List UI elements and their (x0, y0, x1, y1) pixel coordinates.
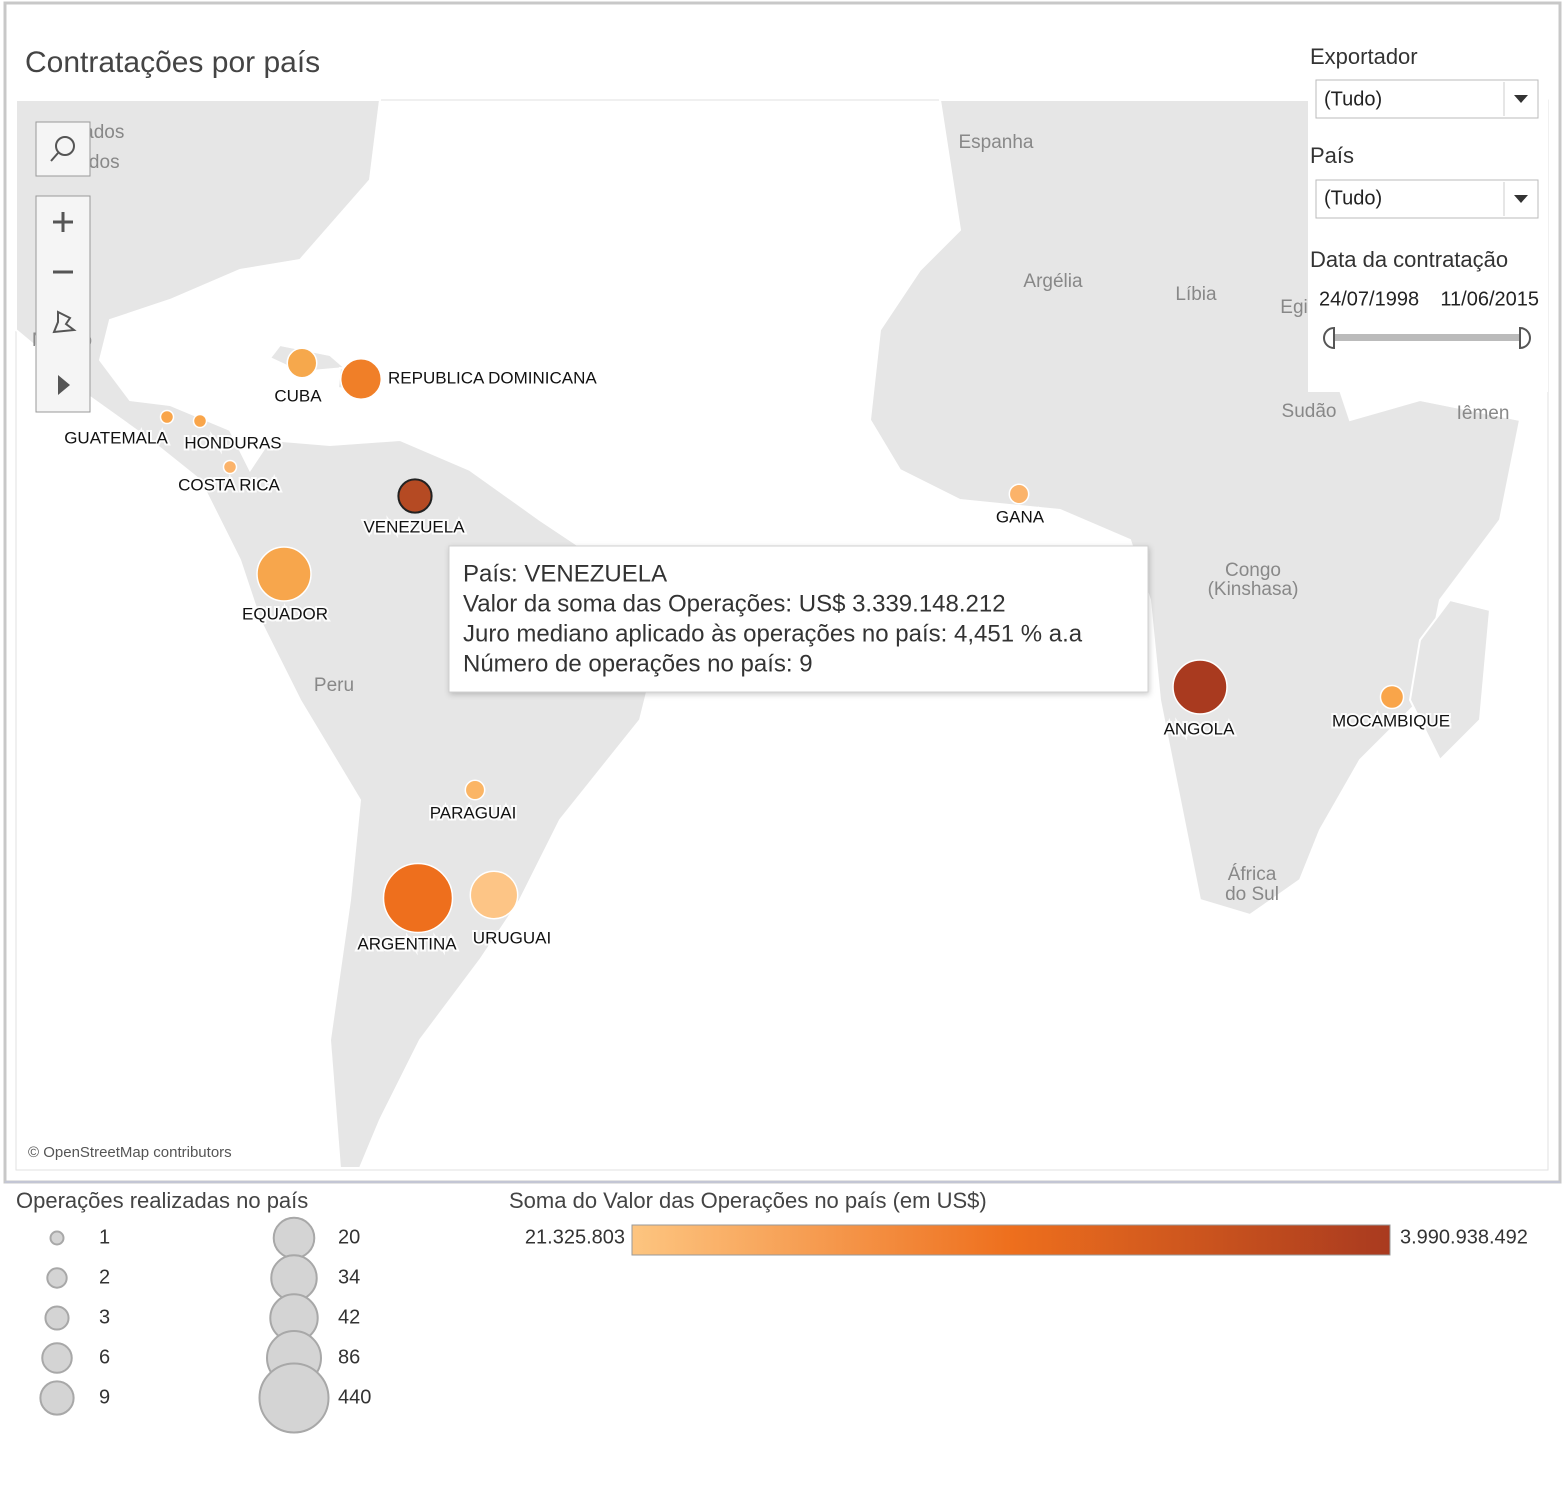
tooltip-line: Juro mediano aplicado às operações no pa… (463, 620, 1083, 647)
zoom-in-button[interactable] (53, 212, 73, 232)
country-marker[interactable] (339, 357, 383, 401)
map-label: Congo (1225, 560, 1281, 581)
country-label: GUATEMALA (64, 428, 168, 447)
search-icon (50, 152, 59, 162)
map-label: Iêmen (1457, 403, 1510, 424)
color-legend-min: 21.325.803 (525, 1226, 625, 1248)
size-legend-label: 20 (338, 1226, 360, 1248)
date-end: 11/06/2015 (1440, 288, 1539, 310)
country-marker[interactable] (469, 870, 519, 920)
country-label: URUGUAI (473, 928, 551, 947)
map-label: Espanha (958, 132, 1033, 153)
country-label: REPUBLICA DOMINICANA (388, 368, 597, 387)
map-label: Líbia (1175, 284, 1217, 305)
size-legend-circle (44, 1305, 70, 1331)
tooltip-line: Número de operações no país: 9 (463, 650, 813, 677)
country-label: ARGENTINA (357, 934, 457, 953)
slider-handle[interactable] (1519, 326, 1531, 350)
size-legend-label: 42 (338, 1306, 360, 1328)
dropdown-value: (Tudo) (1324, 187, 1382, 209)
dropdown-arrow (1514, 95, 1528, 103)
country-label: MOCAMBIQUE (1332, 711, 1450, 730)
filter-label: Exportador (1310, 44, 1418, 69)
country-label: EQUADOR (242, 604, 328, 623)
size-legend-label: 86 (338, 1346, 360, 1368)
size-legend-circle (39, 1380, 75, 1416)
size-legend-label: 34 (338, 1266, 360, 1288)
country-marker[interactable] (1379, 684, 1405, 710)
filter-label: Data da contratação (1310, 247, 1508, 272)
country-label: HONDURAS (184, 433, 281, 452)
country-marker[interactable] (286, 347, 318, 379)
size-legend-circle (272, 1216, 316, 1260)
size-legend-circle (49, 1230, 65, 1246)
slider-handle[interactable] (1323, 326, 1335, 350)
map-label: (Kinshasa) (1208, 579, 1299, 600)
country-marker[interactable] (256, 546, 312, 602)
country-label: VENEZUELA (363, 517, 465, 536)
size-legend-circle (258, 1362, 330, 1434)
tooltip-line: País: VENEZUELA (463, 560, 667, 587)
filters: Exportador (Tudo) País (Tudo) Data da co… (1308, 40, 1548, 392)
country-label: COSTA RICA (178, 475, 280, 494)
tooltip-box (448, 545, 1149, 693)
dropdown[interactable] (1315, 179, 1539, 219)
map-label: Sudão (1282, 401, 1337, 422)
tooltip-line: Valor da soma das Operações: US$ 3.339.1… (463, 590, 1006, 617)
size-legend-label: 440 (338, 1386, 371, 1408)
map-label: África (1228, 864, 1277, 885)
play-button[interactable] (58, 375, 70, 395)
size-legend-label: 6 (99, 1346, 110, 1368)
country-label: GANA (996, 507, 1045, 526)
country-label: ANGOLA (1164, 719, 1236, 738)
country-marker[interactable] (382, 862, 454, 934)
dropdown[interactable] (1315, 79, 1539, 119)
size-legend-circle (41, 1342, 73, 1374)
country-label: CUBA (274, 386, 322, 405)
size-legend-circle (46, 1267, 68, 1289)
country-marker[interactable] (1172, 659, 1228, 715)
dropdown-value: (Tudo) (1324, 88, 1382, 110)
filter-label: País (1310, 143, 1354, 168)
country-marker[interactable] (192, 413, 208, 429)
date-start: 24/07/1998 (1319, 288, 1419, 310)
map-label: Egi (1280, 297, 1307, 318)
slider-track (1327, 334, 1527, 341)
map-attribution: © OpenStreetMap contributors (28, 1144, 232, 1161)
size-legend-label: 1 (99, 1226, 110, 1248)
map-label: do Sul (1225, 884, 1279, 905)
country-marker[interactable] (159, 409, 175, 425)
size-legend-label: 9 (99, 1386, 110, 1408)
map-toolbar (35, 121, 91, 413)
color-ramp (631, 1224, 1391, 1256)
country-marker[interactable] (397, 478, 433, 514)
dashboard-title: Contratações por país (25, 46, 320, 79)
map-label: Peru (314, 675, 354, 696)
size-legend-label: 3 (99, 1306, 110, 1328)
country-label: PARAGUAI (430, 803, 517, 822)
pin-button[interactable] (52, 310, 77, 334)
map-label: Argélia (1023, 271, 1083, 292)
tooltip: País: VENEZUELA Valor da soma das Operaçõ… (448, 545, 1149, 693)
color-legend-max: 3.990.938.492 (1400, 1226, 1528, 1248)
legend-title: Soma do Valor das Operações no país (em … (509, 1188, 987, 1213)
country-marker[interactable] (222, 459, 238, 475)
size-legend-label: 2 (99, 1266, 110, 1288)
zoom-toolbar (35, 195, 91, 413)
dropdown-arrow (1514, 195, 1528, 203)
country-marker[interactable] (1008, 483, 1030, 505)
search-button[interactable] (35, 121, 91, 177)
legend-title: Operações realizadas no país (16, 1188, 308, 1213)
country-marker[interactable] (464, 779, 486, 801)
search-icon (55, 136, 75, 156)
